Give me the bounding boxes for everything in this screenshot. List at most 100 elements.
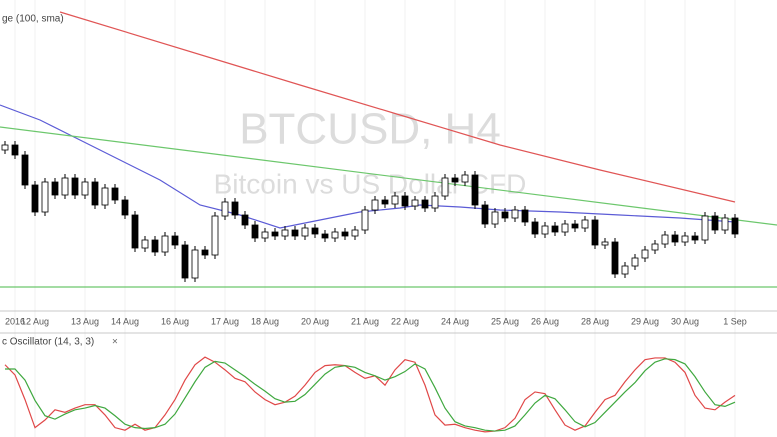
candle-body [351, 229, 359, 237]
candle-body [521, 209, 529, 223]
candle-body [431, 195, 439, 209]
x-tick-label: 20 Aug [301, 316, 329, 326]
candle-body [71, 177, 79, 196]
candle-body [311, 227, 319, 235]
candle-body [471, 174, 479, 206]
candle-body [61, 177, 69, 196]
candle-body [721, 217, 729, 231]
candle-body [181, 244, 189, 279]
candle-body [41, 181, 49, 213]
candle-body [211, 215, 219, 256]
candle-body [221, 201, 229, 217]
candle-body [121, 199, 129, 216]
candle-body [361, 209, 369, 231]
candle-body [261, 231, 269, 239]
candle-body [191, 249, 199, 279]
indicator-line [0, 126, 777, 226]
legend-text: ge (100, sma) [2, 14, 64, 25]
candle-body [241, 214, 249, 226]
x-tick-label: 1 Sep [723, 316, 747, 326]
candle-body [461, 174, 469, 183]
candle-body [731, 217, 739, 235]
candle-body [301, 227, 309, 237]
candle-body [171, 235, 179, 246]
candle-body [531, 221, 539, 235]
candle-body [201, 249, 209, 256]
candle-body [141, 239, 149, 249]
candle-body [491, 211, 499, 225]
candle-body [561, 223, 569, 233]
candle-body [591, 219, 599, 246]
candle-body [381, 199, 389, 205]
x-tick-label: 18 Aug [251, 316, 279, 326]
candle-body [291, 229, 299, 237]
x-tick-label: 21 Aug [351, 316, 379, 326]
close-icon[interactable]: × [112, 337, 118, 348]
candle-body [681, 235, 689, 243]
candle-body [161, 235, 169, 253]
x-tick-label: 22 Aug [391, 316, 419, 326]
candle-body [341, 231, 349, 237]
x-tick-label: 24 Aug [441, 316, 469, 326]
candle-body [281, 229, 289, 237]
oscillator-line [5, 358, 736, 432]
candle-body [11, 144, 19, 156]
candle-body [231, 201, 239, 216]
candle-body [641, 249, 649, 259]
candle-body [31, 184, 39, 213]
candle-body [701, 215, 709, 241]
candle-body [581, 219, 589, 229]
candle-body [671, 234, 679, 243]
watermark-title: BTCUSD, H4 [239, 105, 501, 154]
candle-body [711, 215, 719, 231]
candle-body [571, 223, 579, 229]
candle-body [131, 214, 139, 249]
candle-body [501, 211, 509, 219]
candle-body [551, 225, 559, 233]
candle-body [101, 187, 109, 206]
candle-body [661, 234, 669, 245]
oscillator-title: c Oscillator (14, 3, 3) [2, 337, 94, 348]
candle-body [691, 235, 699, 241]
x-tick-label: 29 Aug [631, 316, 659, 326]
candle-body [331, 231, 339, 239]
x-tick-label: 16 Aug [161, 316, 189, 326]
candle-body [631, 257, 639, 267]
x-tick-label: 2016 [5, 316, 25, 326]
candle-body [251, 224, 259, 239]
candle-body [621, 265, 629, 275]
candle-body [371, 199, 379, 211]
candle-body [421, 199, 429, 209]
x-tick-label: 12 Aug [21, 316, 49, 326]
candle-body [111, 187, 119, 201]
candle-body [271, 231, 279, 237]
candle-body [651, 243, 659, 251]
candle-body [451, 177, 459, 183]
candle-body [541, 225, 549, 235]
candle-body [481, 204, 489, 225]
oscillator-line [4, 356, 736, 433]
candle-body [601, 241, 609, 246]
candle-body [401, 195, 409, 207]
indicator-line [0, 104, 736, 229]
candle-body [51, 181, 59, 196]
candle-body [321, 233, 329, 239]
x-tick-label: 25 Aug [491, 316, 519, 326]
candle-body [81, 181, 89, 196]
candle-body [511, 209, 519, 219]
candle-body [611, 241, 619, 275]
candle-body [411, 199, 419, 207]
watermark-subtitle: Bitcoin vs US Dollar CFD [214, 168, 527, 199]
candle-body [91, 181, 99, 206]
candle-body [1, 144, 9, 151]
x-tick-label: 13 Aug [71, 316, 99, 326]
x-tick-label: 14 Aug [111, 316, 139, 326]
x-tick-label: 26 Aug [531, 316, 559, 326]
x-tick-label: 17 Aug [211, 316, 239, 326]
candle-body [151, 239, 159, 253]
candle-body [441, 177, 449, 197]
x-tick-label: 28 Aug [581, 316, 609, 326]
x-tick-label: 30 Aug [671, 316, 699, 326]
indicator-line [59, 11, 736, 203]
